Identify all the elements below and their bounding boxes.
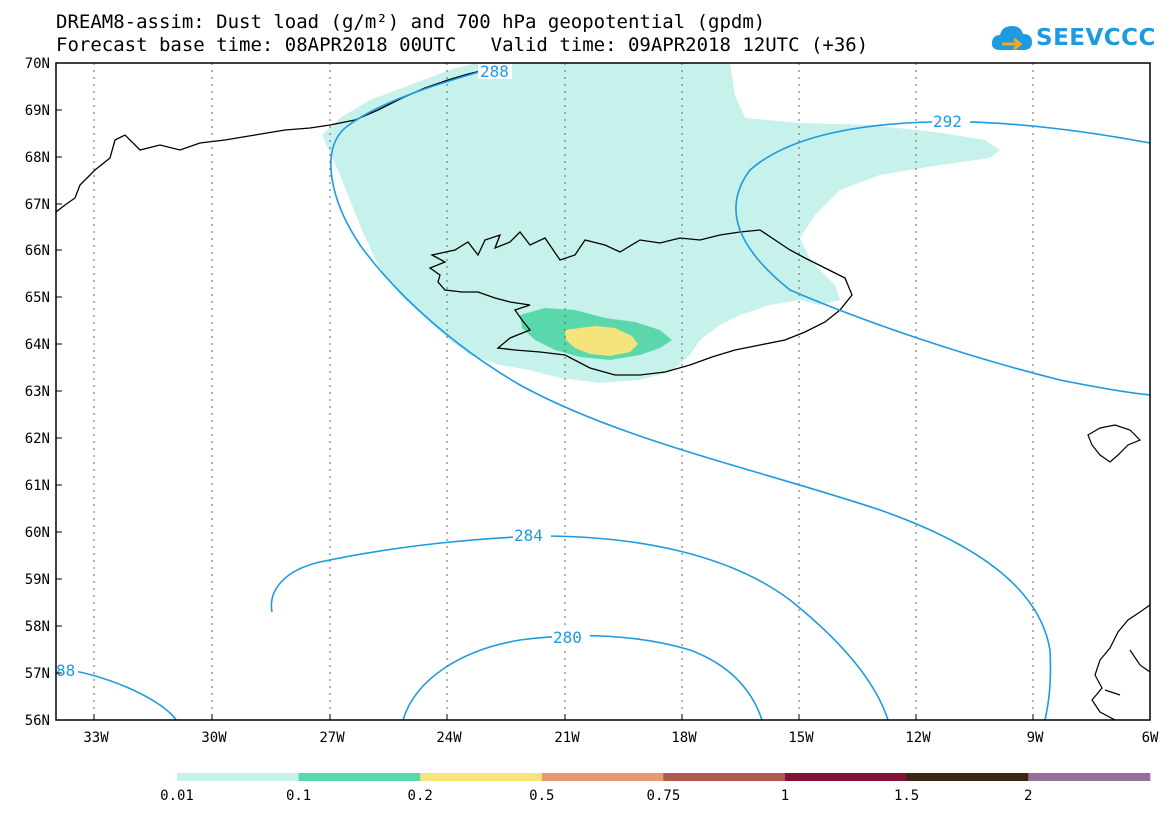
lat-labels: 70N 69N 68N 67N 66N 65N 64N 63N 62N 61N … bbox=[25, 56, 50, 729]
legend-level-label: 1 bbox=[781, 788, 789, 804]
color-legend: 0.01 0.1 0.2 0.5 0.75 1 1.5 2 bbox=[160, 773, 1151, 804]
lat-label: 65N bbox=[25, 290, 50, 306]
lat-label: 62N bbox=[25, 431, 50, 447]
legend-swatch bbox=[1028, 773, 1151, 781]
lat-label: 63N bbox=[25, 384, 50, 400]
legend-swatch bbox=[906, 773, 1029, 781]
legend-level-label: 0.01 bbox=[160, 788, 194, 804]
lon-label: 27W bbox=[319, 730, 345, 746]
lon-labels: 33W 30W 27W 24W 21W 18W 15W 12W 9W 6W bbox=[83, 730, 1159, 746]
contour-284-line bbox=[270, 535, 889, 720]
logo-text: SEEVCCC bbox=[1036, 25, 1156, 51]
lon-label: 18W bbox=[671, 730, 697, 746]
legend-swatch bbox=[663, 773, 786, 781]
lat-label: 56N bbox=[25, 713, 50, 729]
faroe-islands bbox=[1087, 424, 1142, 463]
cloud-icon bbox=[991, 26, 1032, 51]
lon-label: 15W bbox=[788, 730, 814, 746]
greenland-coastline bbox=[56, 63, 506, 213]
chart-title: DREAM8-assim: Dust load (g/m²) and 700 h… bbox=[56, 11, 766, 33]
lon-label: 24W bbox=[436, 730, 462, 746]
lat-label: 60N bbox=[25, 525, 50, 541]
contour-label-288-sw: 88 bbox=[56, 661, 75, 680]
legend-level-label: 0.75 bbox=[647, 788, 681, 804]
legend-swatch bbox=[785, 773, 908, 781]
contour-label-288: 288 bbox=[480, 62, 509, 81]
legend-level-label: 2 bbox=[1024, 788, 1032, 804]
seevccc-logo: SEEVCCC bbox=[990, 22, 1156, 54]
lon-label: 6W bbox=[1142, 730, 1159, 746]
contour-label-284: 284 bbox=[514, 526, 543, 545]
legend-swatch bbox=[541, 773, 664, 781]
lat-label: 59N bbox=[25, 572, 50, 588]
legend-level-label: 0.1 bbox=[286, 788, 311, 804]
lat-label: 69N bbox=[25, 103, 50, 119]
lat-label: 57N bbox=[25, 666, 50, 682]
lon-label: 12W bbox=[905, 730, 931, 746]
contour-292-line bbox=[735, 120, 1150, 396]
lat-label: 64N bbox=[25, 337, 50, 353]
lon-label: 21W bbox=[554, 730, 580, 746]
legend-swatch bbox=[177, 773, 300, 781]
contour-labels: 288 292 284 280 88 bbox=[56, 62, 970, 680]
lat-label: 68N bbox=[25, 150, 50, 166]
forecast-times: Forecast base time: 08APR2018 00UTC Vali… bbox=[56, 34, 869, 56]
scotland-coastline bbox=[1091, 604, 1150, 720]
dust-area-0.01 bbox=[322, 63, 1000, 383]
legend-swatch bbox=[420, 773, 543, 781]
lon-label: 9W bbox=[1027, 730, 1044, 746]
lat-label: 67N bbox=[25, 197, 50, 213]
contour-280-line bbox=[402, 634, 763, 720]
lon-gridlines bbox=[93, 63, 1034, 720]
lat-label: 58N bbox=[25, 619, 50, 635]
lat-label: 70N bbox=[25, 56, 50, 72]
lon-ticks bbox=[93, 714, 1034, 720]
lat-ticks bbox=[56, 62, 62, 674]
legend-level-label: 0.2 bbox=[408, 788, 433, 804]
dust-area-0.2 bbox=[565, 326, 638, 356]
legend-level-label: 0.5 bbox=[529, 788, 554, 804]
legend-swatch bbox=[298, 773, 421, 781]
iceland-coastline bbox=[428, 229, 853, 376]
lat-label: 66N bbox=[25, 243, 50, 259]
contour-288-sw-line bbox=[56, 667, 177, 720]
contour-label-280: 280 bbox=[553, 628, 582, 647]
lat-label: 61N bbox=[25, 478, 50, 494]
contour-label-292: 292 bbox=[933, 112, 962, 131]
legend-level-label: 1.5 bbox=[894, 788, 919, 804]
map-area: 288 292 284 280 88 bbox=[56, 62, 1150, 720]
lon-label: 33W bbox=[83, 730, 109, 746]
lon-label: 30W bbox=[201, 730, 227, 746]
contour-288-line bbox=[330, 65, 1052, 720]
